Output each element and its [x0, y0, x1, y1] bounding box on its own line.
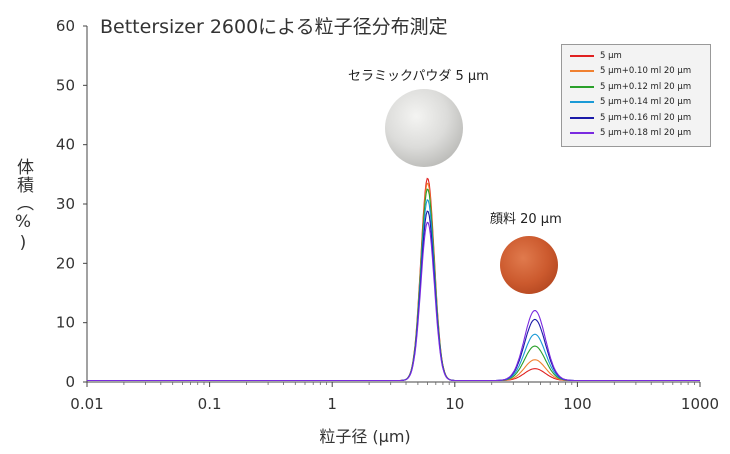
legend-item: 5 μm+0.14 ml 20 μm [570, 95, 710, 111]
ceramic-powder-image [385, 89, 463, 167]
series-line [87, 210, 700, 382]
legend: 5 μm 5 μm+0.10 ml 20 μm 5 μm+0.12 ml 20 … [561, 44, 711, 147]
series-line [87, 221, 700, 382]
chart-title: Bettersizer 2600による粒子径分布測定 [100, 16, 448, 38]
legend-item: 5 μm+0.16 ml 20 μm [570, 110, 710, 126]
legend-item: 5 μm+0.10 ml 20 μm [570, 64, 710, 80]
legend-label: 5 μm [600, 50, 622, 61]
y-tick-label: 40 [56, 136, 75, 154]
legend-swatch [570, 132, 594, 135]
legend-swatch [570, 54, 594, 57]
legend-label: 5 μm+0.10 ml 20 μm [600, 66, 692, 77]
x-tick-label: 1000 [681, 395, 719, 413]
legend-swatch [570, 85, 594, 88]
y-tick-label: 60 [56, 17, 75, 35]
legend-label: 5 μm+0.16 ml 20 μm [600, 112, 692, 123]
legend-label: 5 μm+0.18 ml 20 μm [600, 128, 692, 139]
series-line [87, 182, 700, 382]
series-line [87, 177, 700, 382]
x-tick-label: 100 [563, 395, 592, 413]
x-tick-label: 0.1 [198, 395, 222, 413]
legend-item: 5 μm+0.18 ml 20 μm [570, 126, 710, 142]
legend-swatch [570, 70, 594, 73]
y-tick-label: 20 [56, 254, 75, 272]
series-line [87, 188, 700, 382]
legend-label: 5 μm+0.12 ml 20 μm [600, 81, 692, 92]
y-tick-label: 50 [56, 76, 75, 94]
x-tick-label: 10 [445, 395, 464, 413]
series-line [87, 198, 700, 382]
y-tick-label: 30 [56, 195, 75, 213]
x-tick-label: 0.01 [70, 395, 103, 413]
legend-item: 5 μm [570, 48, 710, 64]
legend-swatch [570, 116, 594, 119]
ceramic-annotation: セラミックパウダ 5 μm [348, 69, 489, 84]
legend-swatch [570, 101, 594, 104]
pigment-image [500, 236, 558, 294]
legend-label: 5 μm+0.14 ml 20 μm [600, 97, 692, 108]
y-tick-label: 0 [65, 373, 75, 391]
legend-item: 5 μm+0.12 ml 20 μm [570, 79, 710, 95]
x-tick-label: 1 [327, 395, 337, 413]
y-axis-label: 体積（%) [13, 158, 33, 254]
pigment-annotation: 顔料 20 μm [490, 212, 562, 227]
x-axis-label: 粒子径 (μm) [319, 427, 411, 446]
y-tick-label: 10 [56, 314, 75, 332]
